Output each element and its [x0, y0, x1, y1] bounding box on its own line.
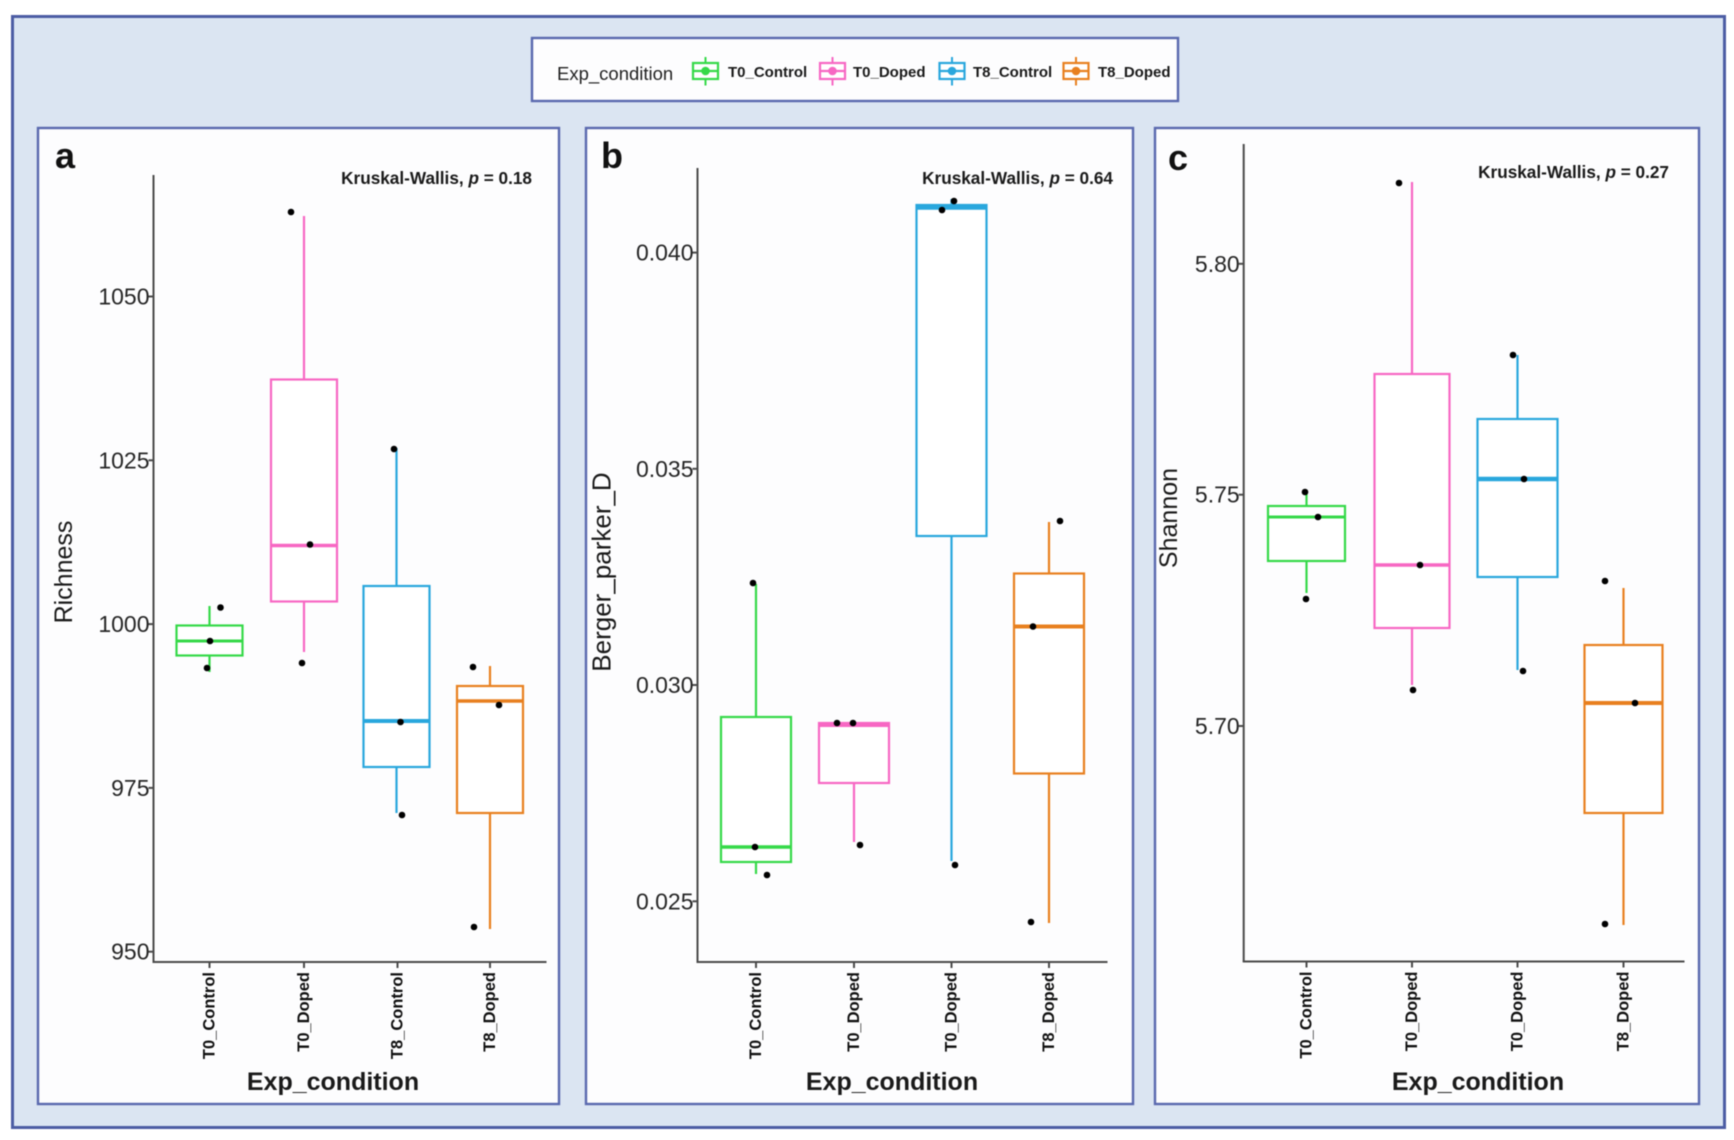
- svg-text:T0_Doped: T0_Doped: [1509, 972, 1527, 1052]
- svg-text:b: b: [601, 135, 623, 176]
- svg-text:1050: 1050: [98, 284, 149, 310]
- svg-text:T8_Doped: T8_Doped: [1040, 972, 1058, 1052]
- svg-text:Exp_condition: Exp_condition: [806, 1068, 978, 1096]
- svg-text:5.70: 5.70: [1195, 713, 1240, 739]
- svg-text:Kruskal-Wallis, p = 0.64: Kruskal-Wallis, p = 0.64: [922, 168, 1113, 188]
- svg-text:5.80: 5.80: [1195, 251, 1240, 277]
- svg-text:Exp_condition: Exp_condition: [247, 1068, 419, 1096]
- svg-text:T0_Control: T0_Control: [747, 972, 765, 1059]
- svg-text:950: 950: [111, 939, 149, 965]
- svg-text:T8_Control: T8_Control: [389, 972, 407, 1059]
- svg-text:Exp_condition: Exp_condition: [1392, 1068, 1564, 1096]
- svg-text:1000: 1000: [98, 611, 149, 637]
- svg-text:T8_Doped: T8_Doped: [481, 972, 499, 1052]
- svg-text:T0_Doped: T0_Doped: [943, 972, 961, 1052]
- svg-text:Exp_condition: Exp_condition: [557, 63, 673, 85]
- svg-text:0.025: 0.025: [636, 888, 694, 914]
- svg-text:5.75: 5.75: [1195, 482, 1240, 508]
- svg-text:T0_Doped: T0_Doped: [295, 972, 313, 1052]
- svg-text:0.035: 0.035: [636, 456, 694, 482]
- svg-text:T0_Doped: T0_Doped: [1403, 972, 1421, 1052]
- svg-text:1025: 1025: [98, 447, 149, 473]
- svg-text:Kruskal-Wallis, p = 0.27: Kruskal-Wallis, p = 0.27: [1478, 162, 1669, 182]
- svg-text:975: 975: [111, 775, 149, 801]
- svg-text:0.040: 0.040: [636, 240, 694, 266]
- svg-text:Kruskal-Wallis, p = 0.18: Kruskal-Wallis, p = 0.18: [341, 168, 532, 188]
- svg-text:Shannon: Shannon: [1155, 468, 1183, 568]
- svg-text:T0_Control: T0_Control: [1298, 972, 1316, 1059]
- svg-text:T0_Control: T0_Control: [201, 972, 219, 1059]
- svg-text:0.030: 0.030: [636, 672, 694, 698]
- svg-text:c: c: [1168, 137, 1188, 178]
- svg-text:T0_Control: T0_Control: [728, 64, 807, 81]
- svg-text:T8_Control: T8_Control: [973, 64, 1052, 81]
- svg-text:Richness: Richness: [50, 521, 78, 624]
- svg-text:Berger_parker_D: Berger_parker_D: [586, 472, 616, 671]
- svg-text:T8_Doped: T8_Doped: [1098, 64, 1171, 81]
- svg-text:a: a: [55, 135, 76, 176]
- svg-text:T8_Doped: T8_Doped: [1615, 972, 1633, 1052]
- svg-text:T0_Doped: T0_Doped: [845, 972, 863, 1052]
- svg-text:T0_Doped: T0_Doped: [853, 64, 926, 81]
